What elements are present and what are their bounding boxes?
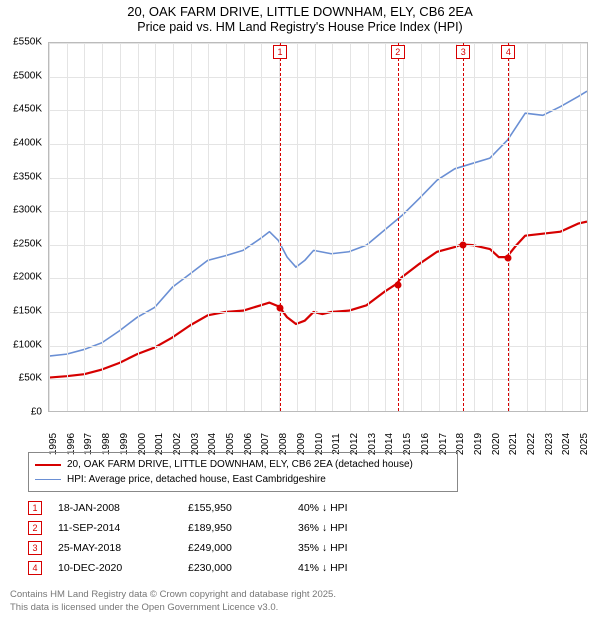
event-marker-badge: 3 [456, 45, 470, 59]
y-tick-label: £100K [13, 339, 42, 350]
y-tick-label: £0 [31, 407, 42, 418]
legend-label-2: HPI: Average price, detached house, East… [67, 472, 326, 487]
x-tick-label: 2024 [561, 433, 572, 455]
y-tick-label: £300K [13, 205, 42, 216]
transaction-price: £155,950 [188, 502, 298, 514]
transaction-badge: 3 [28, 541, 42, 555]
y-tick-label: £550K [13, 37, 42, 48]
transaction-badge: 2 [28, 521, 42, 535]
transaction-row: 3 25-MAY-2018£249,00035% ↓ HPI [28, 538, 348, 558]
y-tick-label: £250K [13, 238, 42, 249]
legend-swatch-price [35, 464, 61, 466]
transaction-price: £249,000 [188, 542, 298, 554]
y-tick-label: £500K [13, 70, 42, 81]
transactions-table: 1 18-JAN-2008£155,95040% ↓ HPI 2 11-SEP-201… [28, 498, 348, 578]
footer-line-2: This data is licensed under the Open Gov… [10, 602, 336, 614]
transaction-badge: 4 [28, 561, 42, 575]
event-marker-badge: 2 [391, 45, 405, 59]
event-dot [505, 255, 512, 262]
y-tick-label: £350K [13, 171, 42, 182]
chart-plot-area: 1 2 3 4 [48, 42, 588, 412]
y-tick-label: £450K [13, 104, 42, 115]
x-axis-labels: 1995199619971998199920002001200220032004… [48, 414, 588, 450]
y-tick-label: £50K [19, 373, 42, 384]
y-tick-label: £150K [13, 306, 42, 317]
title-line-1: 20, OAK FARM DRIVE, LITTLE DOWNHAM, ELY,… [0, 4, 600, 20]
transaction-row: 2 11-SEP-2014£189,95036% ↓ HPI [28, 518, 348, 538]
event-marker-badge: 1 [273, 45, 287, 59]
transaction-price: £230,000 [188, 562, 298, 574]
transaction-row: 4 10-DEC-2020£230,00041% ↓ HPI [28, 558, 348, 578]
transaction-price: £189,950 [188, 522, 298, 534]
event-marker-badge: 4 [501, 45, 515, 59]
event-dot [460, 242, 467, 249]
y-tick-label: £200K [13, 272, 42, 283]
footer-line-1: Contains HM Land Registry data © Crown c… [10, 589, 336, 601]
chart-container: 20, OAK FARM DRIVE, LITTLE DOWNHAM, ELY,… [0, 0, 600, 620]
x-tick-label: 2020 [491, 433, 502, 455]
transaction-badge: 1 [28, 501, 42, 515]
event-dot [394, 282, 401, 289]
legend: 20, OAK FARM DRIVE, LITTLE DOWNHAM, ELY,… [28, 452, 458, 492]
legend-row-2: HPI: Average price, detached house, East… [35, 472, 451, 487]
x-tick-label: 2022 [526, 433, 537, 455]
transaction-diff: 35% ↓ HPI [298, 542, 348, 554]
x-tick-label: 2023 [544, 433, 555, 455]
y-tick-label: £400K [13, 137, 42, 148]
legend-row-1: 20, OAK FARM DRIVE, LITTLE DOWNHAM, ELY,… [35, 457, 451, 472]
title-block: 20, OAK FARM DRIVE, LITTLE DOWNHAM, ELY,… [0, 0, 600, 36]
transaction-row: 1 18-JAN-2008£155,95040% ↓ HPI [28, 498, 348, 518]
event-dot [277, 305, 284, 312]
transaction-date: 18-JAN-2008 [58, 502, 188, 514]
legend-swatch-hpi [35, 479, 61, 480]
x-tick-label: 2025 [579, 433, 590, 455]
x-tick-label: 2021 [508, 433, 519, 455]
transaction-date: 11-SEP-2014 [58, 522, 188, 534]
y-axis-labels: £0£50K£100K£150K£200K£250K£300K£350K£400… [0, 42, 46, 412]
x-tick-label: 2019 [473, 433, 484, 455]
chart-lines-svg [49, 43, 587, 411]
title-line-2: Price paid vs. HM Land Registry's House … [0, 20, 600, 36]
transaction-diff: 36% ↓ HPI [298, 522, 348, 534]
transaction-diff: 40% ↓ HPI [298, 502, 348, 514]
footer-attribution: Contains HM Land Registry data © Crown c… [10, 589, 336, 614]
transaction-date: 10-DEC-2020 [58, 562, 188, 574]
transaction-date: 25-MAY-2018 [58, 542, 188, 554]
legend-label-1: 20, OAK FARM DRIVE, LITTLE DOWNHAM, ELY,… [67, 457, 413, 472]
transaction-diff: 41% ↓ HPI [298, 562, 348, 574]
